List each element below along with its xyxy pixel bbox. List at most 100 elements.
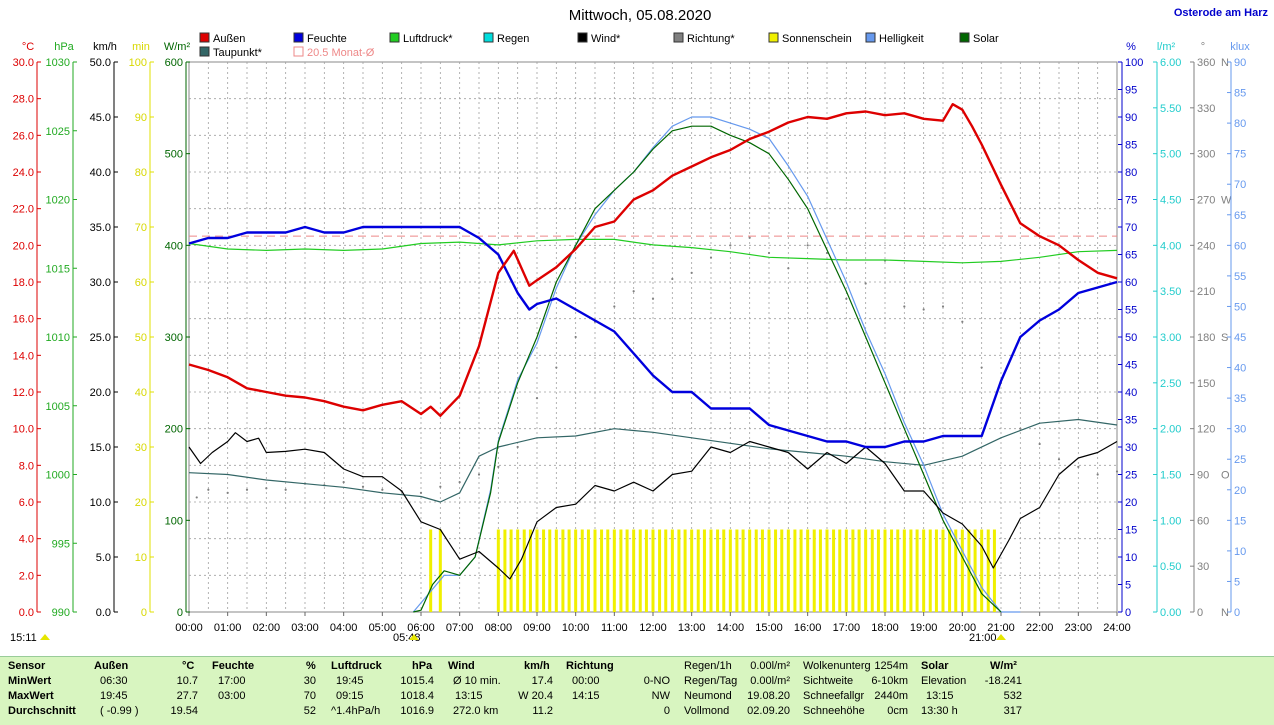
stats-aussen-max: 27.7 xyxy=(176,690,198,702)
stats-wind-unit: km/h xyxy=(524,660,550,672)
sunshine-bar xyxy=(606,529,610,612)
sunshine-bar xyxy=(741,529,745,612)
x-tick-label: 20:00 xyxy=(949,622,977,634)
sunset-label: 21:00 xyxy=(969,632,997,644)
x-tick-label: 10:00 xyxy=(562,622,590,634)
direction-point xyxy=(613,305,616,308)
rain-tick-label: 3.00 xyxy=(1160,332,1181,344)
legend-label: Helligkeit xyxy=(879,33,924,45)
solar-tick-label: 200 xyxy=(165,424,183,436)
stats-solar-elevation-value: -18.241 xyxy=(984,675,1022,687)
lux-unit-label: klux xyxy=(1230,41,1250,53)
sunshine-bar xyxy=(838,529,842,612)
x-tick-label: 22:00 xyxy=(1026,622,1054,634)
legend-swatch xyxy=(959,32,970,43)
humidity-tick-label: 0 xyxy=(1125,607,1131,619)
solar-tick-label: 100 xyxy=(165,515,183,527)
sunshine-bar xyxy=(638,529,642,612)
stats-schneefallgr-value: 2440m xyxy=(874,690,908,702)
humidity-tick-label: 25 xyxy=(1125,470,1137,482)
direction-point xyxy=(1096,473,1099,476)
chart-axes: 00:00 01:00 02:00 03:00 04:00 05:00 06:00 07:00… xyxy=(13,41,1251,634)
lux-tick-label: 5 xyxy=(1234,576,1240,588)
humidity-tick-label: 50 xyxy=(1125,332,1137,344)
stats-regentag-label: Regen/Tag xyxy=(684,675,738,687)
lux-tick-label: 65 xyxy=(1234,210,1246,222)
direction-tick-label: 240 xyxy=(1197,240,1215,252)
lux-tick-label: 20 xyxy=(1234,485,1246,497)
sunshine-bar xyxy=(812,529,816,612)
direction-point xyxy=(195,496,198,499)
direction-point xyxy=(903,305,906,308)
temp-tick-label: 18.0 xyxy=(13,277,34,289)
sunshine-bar xyxy=(600,529,604,612)
sunshine-bar xyxy=(716,529,720,612)
pressure-tick-label: 1020 xyxy=(46,195,70,207)
humidity-tick-label: 55 xyxy=(1125,305,1137,317)
humidity-tick-label: 75 xyxy=(1125,195,1137,207)
sunshine-bar xyxy=(722,529,726,612)
sunshine-bar xyxy=(496,529,500,612)
legend-swatch xyxy=(673,32,684,43)
sunshine-bar xyxy=(690,529,694,612)
direction-tick-label: 300 xyxy=(1197,149,1215,161)
sunshine-bar xyxy=(876,529,880,612)
rain-tick-label: 0.50 xyxy=(1160,561,1181,573)
temp-tick-label: 22.0 xyxy=(13,204,34,216)
sunshine-unit-label: min xyxy=(132,41,150,53)
solar-tick-label: 500 xyxy=(165,149,183,161)
stats-neumond-value: 19.08.20 xyxy=(747,690,790,702)
sunshine-bar xyxy=(992,529,996,612)
sunshine-bar xyxy=(870,529,874,612)
humidity-tick-label: 85 xyxy=(1125,140,1137,152)
sunshine-bar xyxy=(522,529,526,612)
direction-point xyxy=(574,335,577,339)
lux-tick-label: 45 xyxy=(1234,332,1246,344)
wind-tick-label: 40.0 xyxy=(90,167,111,179)
direction-tick-label: 180 xyxy=(1197,332,1215,344)
stats-sichtweite-label: Sichtweite xyxy=(803,675,854,687)
direction-cardinal-label: S xyxy=(1221,332,1228,344)
humidity-tick-label: 10 xyxy=(1125,552,1137,564)
stats-aussen-min: 10.7 xyxy=(176,675,198,687)
humidity-tick-label: 90 xyxy=(1125,112,1137,124)
lux-tick-label: 80 xyxy=(1234,118,1246,130)
direction-point xyxy=(1077,465,1080,468)
stats-schneefallgr-label: Schneefallgr xyxy=(803,690,865,702)
sunshine-bar xyxy=(702,529,706,612)
legend-label: Luftdruck* xyxy=(403,33,453,45)
humidity-tick-label: 100 xyxy=(1125,57,1143,69)
direction-tick-label: 360 xyxy=(1197,57,1215,69)
sunshine-bar xyxy=(580,529,584,612)
stats-feuchte-avg: 52 xyxy=(303,705,316,717)
temp-tick-label: 10.0 xyxy=(13,424,34,436)
sunshine-bar xyxy=(857,529,861,612)
sunshine-tick-label: 100 xyxy=(129,57,147,69)
rain-tick-label: 4.00 xyxy=(1160,240,1181,252)
legend-label: Außen xyxy=(213,33,245,45)
sunshine-bar xyxy=(548,529,552,612)
stats-wind-min: 17.4 xyxy=(531,675,553,687)
stats-aussen-title: Außen xyxy=(94,660,129,672)
chart-series xyxy=(188,103,1119,613)
stats-richtung-min: 0-NO xyxy=(643,675,670,687)
chart-grid xyxy=(188,61,1118,613)
sunshine-bar xyxy=(438,529,442,612)
stats-feuchte-time-min: 17:00 xyxy=(218,675,246,687)
temp-tick-label: 30.0 xyxy=(13,57,34,69)
sunshine-bar xyxy=(735,529,739,612)
direction-point xyxy=(767,251,771,255)
sunshine-bar xyxy=(864,529,868,612)
sunshine-bar xyxy=(664,529,668,612)
direction-point xyxy=(516,445,519,449)
direction-tick-label: 150 xyxy=(1197,378,1215,390)
x-tick-label: 17:00 xyxy=(833,622,861,634)
temp-tick-label: 20.0 xyxy=(13,240,34,252)
temp-tick-label: 28.0 xyxy=(13,94,34,106)
sunshine-bar xyxy=(658,529,662,612)
stats-luftdruck-title: Luftdruck xyxy=(331,660,382,672)
stats-wolkenunterg-label: Wolkenunterg xyxy=(803,660,871,672)
sunshine-bar xyxy=(696,529,700,612)
stats-solar-max: 532 xyxy=(1003,690,1022,702)
stats-feuchte-unit: % xyxy=(306,660,316,672)
